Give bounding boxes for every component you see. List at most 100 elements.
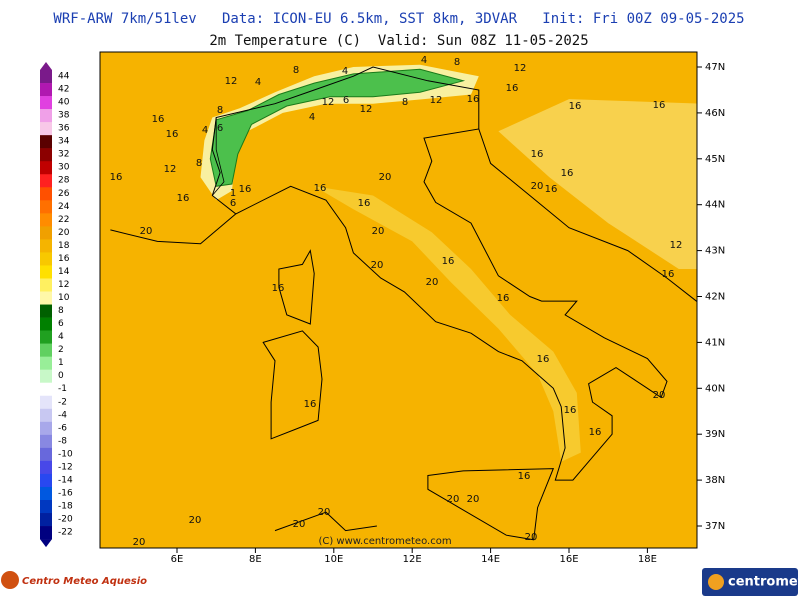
colorbar-label: -8 — [58, 436, 67, 446]
colorbar-label: 10 — [58, 293, 70, 303]
colorbar-swatch — [40, 460, 52, 475]
contour-label: 20 — [426, 277, 439, 288]
contour-label: 16 — [653, 100, 666, 111]
colorbar-label: 34 — [58, 137, 70, 147]
contour-label: 16 — [662, 269, 675, 280]
colorbar-swatch — [40, 304, 52, 318]
coastline — [110, 213, 237, 245]
contour-label: 16 — [531, 149, 544, 160]
contour-label: 6 — [217, 123, 223, 134]
coastline — [427, 468, 555, 541]
colorbar-swatch — [40, 70, 52, 84]
colorbar-label: -16 — [58, 488, 73, 498]
map-frame — [99, 51, 698, 549]
contour-label: 16 — [239, 184, 252, 195]
colorbar-label: 4 — [58, 332, 64, 342]
contour-label: 12 — [225, 76, 238, 87]
lat-label: 44N — [705, 200, 725, 211]
colorbar-label: 26 — [58, 189, 70, 199]
contour-label: 1 — [230, 188, 236, 199]
contour-label: 20 — [525, 532, 538, 543]
colorbar-cap — [40, 62, 52, 70]
colorbar-swatch — [40, 213, 52, 227]
colorbar-swatch — [40, 382, 52, 397]
colorbar-swatch — [40, 252, 52, 266]
colorbar-label: -18 — [58, 501, 73, 511]
lat-label: 40N — [705, 383, 725, 394]
colorbar-swatch — [40, 356, 52, 370]
colorbar-swatch — [40, 499, 52, 514]
colorbar-swatch — [40, 343, 52, 357]
lat-label: 47N — [705, 62, 725, 73]
colorbar-label: 30 — [58, 163, 70, 173]
contour-label: 20 — [467, 494, 480, 505]
colorbar-label: 38 — [58, 111, 70, 121]
colorbar-swatch — [40, 395, 52, 410]
contour-label: 20 — [293, 519, 306, 530]
contour-label: 12 — [360, 104, 373, 115]
contour-label: 20 — [372, 226, 385, 237]
contour-label: 16 — [506, 83, 519, 94]
colorbar-label: 44 — [58, 72, 70, 82]
lat-label: 39N — [705, 429, 725, 440]
contour-label: 8 — [454, 57, 460, 68]
contour-label: 6 — [230, 198, 236, 209]
contour-label: 16 — [518, 471, 531, 482]
lat-label: 45N — [705, 154, 725, 165]
copyright: (C) www.centrometeo.com — [318, 536, 451, 547]
contour-label: 6 — [343, 95, 349, 106]
colorbar-label: 14 — [58, 267, 70, 277]
colorbar-label: 24 — [58, 202, 70, 212]
logo-icon — [708, 574, 724, 590]
lon-label: 14E — [481, 554, 500, 565]
colorbar-label: 20 — [58, 228, 70, 238]
contour-label: 16 — [177, 193, 190, 204]
logo-icon — [1, 571, 19, 589]
colorbar-swatch — [40, 317, 52, 331]
colorbar-swatch — [40, 96, 52, 110]
colorbar-swatch — [40, 473, 52, 488]
mountain-shading — [498, 99, 697, 269]
contour-label: 8 — [402, 97, 408, 108]
colorbar-swatch — [40, 109, 52, 123]
colorbar-swatch — [40, 148, 52, 162]
contour-label: 8 — [293, 65, 299, 76]
colorbar-swatch — [40, 265, 52, 279]
coastline — [278, 249, 315, 325]
colorbar-label: 12 — [58, 280, 69, 290]
contour-label: 4 — [202, 125, 208, 136]
left-logo: Centro Meteo Aquesio — [1, 571, 147, 589]
colorbar-swatch — [40, 513, 52, 527]
colorbar-swatch — [40, 200, 52, 214]
colorbar-label: 2 — [58, 345, 64, 355]
lon-label: 8E — [249, 554, 262, 565]
colorbar-label: -14 — [58, 475, 73, 485]
contour-label: 20 — [371, 260, 384, 271]
colorbar-swatch — [40, 278, 52, 292]
colorbar-label: -20 — [58, 515, 73, 525]
contour-label: 16 — [358, 198, 371, 209]
contour-label: 16 — [589, 427, 602, 438]
colorbar-label: 40 — [58, 98, 70, 108]
lon-label: 6E — [171, 554, 184, 565]
contour-label: 20 — [133, 537, 146, 548]
colorbar-label: -2 — [58, 397, 67, 407]
colorbar-label: -4 — [58, 410, 67, 420]
contour-label: 16 — [166, 129, 179, 140]
lat-label: 43N — [705, 246, 725, 257]
lon-label: 10E — [324, 554, 343, 565]
colorbar-label: 6 — [58, 319, 64, 329]
colorbar-label: -22 — [58, 528, 73, 538]
colorbar-label: 0 — [58, 371, 64, 381]
colorbar-label: 22 — [58, 215, 69, 225]
coastline — [478, 128, 697, 303]
colorbar-label: 8 — [58, 306, 64, 316]
contour-label: 16 — [497, 293, 510, 304]
alpine-green — [209, 68, 466, 187]
contour-label: 12 — [514, 63, 527, 74]
colorbar-swatch — [40, 526, 52, 540]
contour-label: 16 — [304, 399, 317, 410]
colorbar-swatch — [40, 122, 52, 136]
